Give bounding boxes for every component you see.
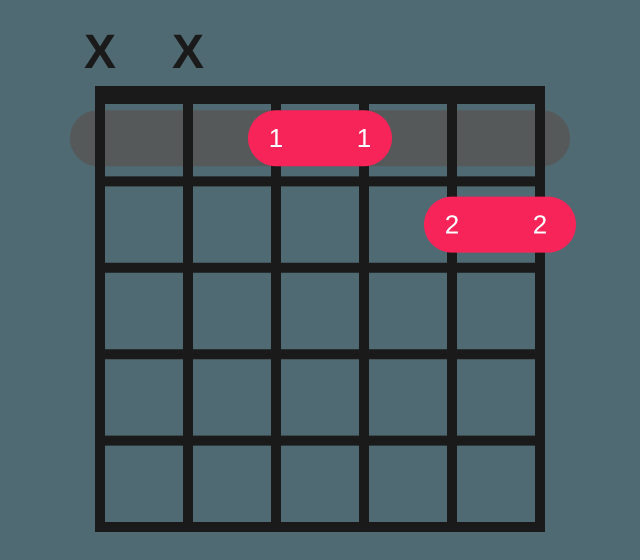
finger-label-1-1: 1 [357, 123, 371, 153]
muted-string-1: X [172, 26, 204, 79]
finger-label-2-0: 2 [445, 210, 459, 240]
finger-label-2-1: 2 [533, 210, 547, 240]
chord-diagram-container: X X 1 1 2 2 [0, 0, 640, 560]
chord-diagram-svg: X X 1 1 2 2 [0, 0, 640, 560]
muted-string-0: X [84, 26, 116, 79]
finger-label-1-0: 1 [269, 123, 283, 153]
